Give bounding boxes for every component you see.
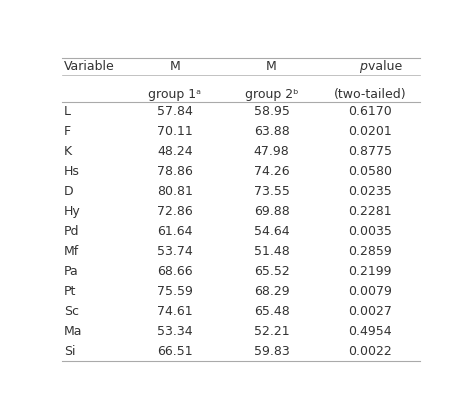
Text: Mf: Mf (64, 245, 79, 258)
Text: K: K (64, 145, 72, 158)
Text: 74.26: 74.26 (254, 165, 290, 178)
Text: Pt: Pt (64, 285, 76, 298)
Text: Ma: Ma (64, 325, 82, 338)
Text: (two-tailed): (two-tailed) (334, 88, 406, 101)
Text: 51.48: 51.48 (254, 245, 290, 258)
Text: 0.2281: 0.2281 (348, 205, 392, 218)
Text: 0.0201: 0.0201 (348, 125, 392, 138)
Text: Variable: Variable (64, 60, 114, 74)
Text: L: L (64, 105, 71, 118)
Text: 53.34: 53.34 (157, 325, 193, 338)
Text: F: F (64, 125, 71, 138)
Text: 68.66: 68.66 (157, 265, 193, 278)
Text: 68.29: 68.29 (254, 285, 290, 298)
Text: M: M (266, 60, 277, 74)
Text: 48.24: 48.24 (157, 145, 193, 158)
Text: M: M (170, 60, 180, 74)
Text: value: value (364, 60, 402, 74)
Text: 0.4954: 0.4954 (348, 325, 392, 338)
Text: 78.86: 78.86 (157, 165, 193, 178)
Text: 75.59: 75.59 (157, 285, 193, 298)
Text: 74.61: 74.61 (157, 305, 193, 318)
Text: 70.11: 70.11 (157, 125, 193, 138)
Text: 0.0022: 0.0022 (348, 344, 392, 358)
Text: 0.0235: 0.0235 (348, 185, 392, 198)
Text: 0.2199: 0.2199 (348, 265, 392, 278)
Text: 0.0580: 0.0580 (348, 165, 392, 178)
Text: 66.51: 66.51 (157, 344, 193, 358)
Text: 69.88: 69.88 (254, 205, 290, 218)
Text: 0.8775: 0.8775 (348, 145, 392, 158)
Text: Pd: Pd (64, 225, 79, 238)
Text: 0.6170: 0.6170 (348, 105, 392, 118)
Text: Hy: Hy (64, 205, 80, 218)
Text: 57.84: 57.84 (157, 105, 193, 118)
Text: Si: Si (64, 344, 75, 358)
Text: D: D (64, 185, 73, 198)
Text: 65.52: 65.52 (254, 265, 290, 278)
Text: p: p (359, 60, 367, 74)
Text: Hs: Hs (64, 165, 80, 178)
Text: 73.55: 73.55 (254, 185, 290, 198)
Text: 72.86: 72.86 (157, 205, 193, 218)
Text: 0.0027: 0.0027 (348, 305, 392, 318)
Text: 65.48: 65.48 (254, 305, 290, 318)
Text: 80.81: 80.81 (157, 185, 193, 198)
Text: group 1ᵃ: group 1ᵃ (149, 88, 201, 101)
Text: 59.83: 59.83 (254, 344, 290, 358)
Text: Pa: Pa (64, 265, 78, 278)
Text: 0.0079: 0.0079 (348, 285, 392, 298)
Text: 52.21: 52.21 (254, 325, 290, 338)
Text: group 2ᵇ: group 2ᵇ (245, 88, 298, 101)
Text: 47.98: 47.98 (254, 145, 290, 158)
Text: 0.0035: 0.0035 (348, 225, 392, 238)
Text: 54.64: 54.64 (254, 225, 290, 238)
Text: 61.64: 61.64 (157, 225, 192, 238)
Text: 63.88: 63.88 (254, 125, 290, 138)
Text: 58.95: 58.95 (254, 105, 290, 118)
Text: 0.2859: 0.2859 (348, 245, 392, 258)
Text: Sc: Sc (64, 305, 79, 318)
Text: 53.74: 53.74 (157, 245, 193, 258)
